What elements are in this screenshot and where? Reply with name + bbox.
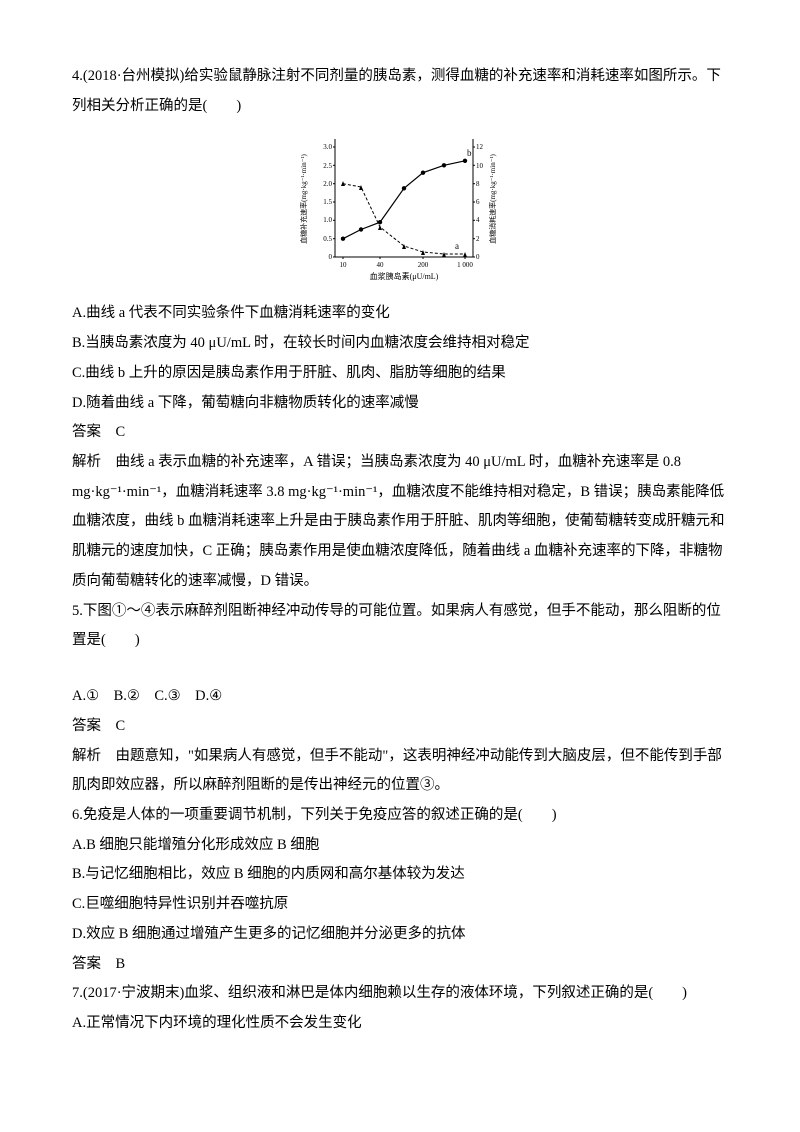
svg-text:1.5: 1.5 (323, 198, 332, 206)
x-ticks: 10 40 200 1 000 (340, 257, 474, 269)
q4-answer: 答案 C (72, 418, 728, 448)
markers-b (341, 159, 467, 241)
svg-text:8: 8 (476, 180, 480, 188)
svg-text:10: 10 (340, 261, 348, 269)
x-label: 血浆胰岛素(μU/mL) (370, 271, 439, 281)
document-page: 4.(2018·台州模拟)给实验鼠静脉注射不同剂量的胰岛素，测得血糖的补充速率和… (0, 0, 800, 1079)
svg-text:2.5: 2.5 (323, 162, 332, 170)
svg-text:200: 200 (418, 261, 429, 269)
q5-stem: 5.下图①～④表示麻醉剂阻断神经冲动传导的可能位置。如果病人有感觉，但手不能动，… (72, 597, 728, 656)
q7-option-a: A.正常情况下内环境的理化性质不会发生变化 (72, 1009, 728, 1039)
svg-text:0: 0 (476, 253, 480, 261)
q7-stem: 7.(2017·宁波期末)血浆、组织液和淋巴是体内细胞赖以生存的液体环境，下列叙… (72, 979, 728, 1009)
q5-figure-placeholder (72, 656, 728, 682)
right-ticks: 0 2 4 6 8 10 12 (473, 143, 484, 261)
svg-text:40: 40 (377, 261, 385, 269)
svg-text:4: 4 (476, 216, 480, 224)
svg-text:2: 2 (476, 235, 480, 243)
svg-text:1.0: 1.0 (323, 216, 332, 224)
svg-text:6: 6 (476, 198, 480, 206)
q4-analysis: 解析 曲线 a 表示血糖的补充速率，A 错误；当胰岛素浓度为 40 μU/mL … (72, 448, 728, 597)
q5-options: A.① B.② C.③ D.④ (72, 682, 728, 712)
left-ticks: 0 0.5 1.0 1.5 2.0 2.5 3.0 (323, 143, 335, 261)
q6-option-b: B.与记忆细胞相比，效应 B 细胞的内质网和高尔基体较为发达 (72, 860, 728, 890)
q6-option-a: A.B 细胞只能增殖分化形成效应 B 细胞 (72, 831, 728, 861)
label-b: b (467, 148, 472, 158)
q4-option-a: A.曲线 a 代表不同实验条件下血糖消耗速率的变化 (72, 299, 728, 329)
svg-text:3.0: 3.0 (323, 143, 332, 151)
label-a: a (455, 241, 459, 251)
q6-stem: 6.免疫是人体的一项重要调节机制，下列关于免疫应答的叙述正确的是( ) (72, 801, 728, 831)
svg-text:1 000: 1 000 (457, 261, 473, 269)
y-left-label: 血糖补充速率(mg·kg⁻¹·min⁻¹) (299, 154, 308, 244)
curve-a (343, 184, 465, 254)
q6-option-d: D.效应 B 细胞通过增殖产生更多的记忆细胞并分泌更多的抗体 (72, 920, 728, 950)
q4-option-b: B.当胰岛素浓度为 40 μU/mL 时，在较长时间内血糖浓度会维持相对稳定 (72, 329, 728, 359)
q5-answer: 答案 C (72, 712, 728, 742)
svg-text:2.0: 2.0 (323, 180, 332, 188)
chart-svg: 血糖补充速率(mg·kg⁻¹·min⁻¹) 血糖消耗速率(mg·kg⁻¹·min… (295, 129, 505, 289)
q4-option-c: C.曲线 b 上升的原因是胰岛素作用于肝脏、肌肉、脂肪等细胞的结果 (72, 359, 728, 389)
svg-text:0: 0 (329, 253, 333, 261)
q5-analysis: 解析 由题意知，"如果病人有感觉，但手不能动"，这表明神经冲动能传到大脑皮层，但… (72, 742, 728, 801)
q6-answer: 答案 B (72, 950, 728, 980)
svg-text:0.5: 0.5 (323, 235, 332, 243)
svg-text:10: 10 (476, 162, 484, 170)
markers-a (341, 181, 467, 257)
y-right-label: 血糖消耗速率(mg·kg⁻¹·min⁻¹) (488, 154, 497, 244)
q4-chart: 血糖补充速率(mg·kg⁻¹·min⁻¹) 血糖消耗速率(mg·kg⁻¹·min… (72, 129, 728, 289)
q4-stem: 4.(2018·台州模拟)给实验鼠静脉注射不同剂量的胰岛素，测得血糖的补充速率和… (72, 62, 728, 121)
svg-text:12: 12 (476, 143, 484, 151)
q4-option-d: D.随着曲线 a 下降，葡萄糖向非糖物质转化的速率减慢 (72, 389, 728, 419)
curve-b (343, 161, 465, 239)
q6-option-c: C.巨噬细胞特异性识别并吞噬抗原 (72, 890, 728, 920)
